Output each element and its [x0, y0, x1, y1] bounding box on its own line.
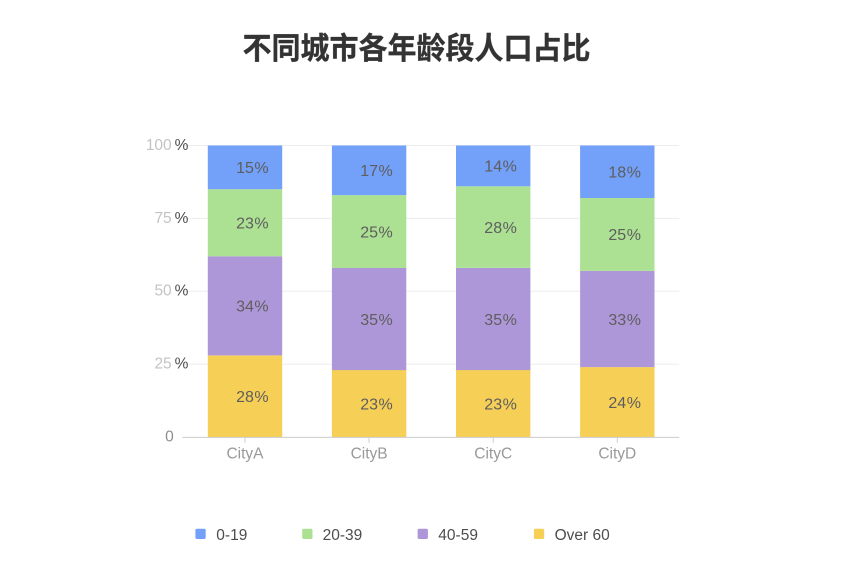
svg-text:15: 15 [236, 160, 254, 177]
svg-text:%: % [379, 163, 393, 180]
svg-text:CityB: CityB [351, 445, 388, 462]
svg-text:34: 34 [236, 299, 254, 316]
svg-text:20-39: 20-39 [323, 527, 363, 544]
svg-text:%: % [175, 356, 189, 373]
svg-text:%: % [627, 165, 641, 182]
svg-text:%: % [503, 159, 517, 176]
svg-text:CityD: CityD [598, 445, 636, 462]
svg-text:Over 60: Over 60 [555, 527, 611, 544]
svg-text:%: % [627, 227, 641, 244]
svg-text:23: 23 [360, 396, 378, 413]
svg-text:%: % [175, 283, 189, 300]
svg-text:%: % [254, 216, 268, 233]
svg-text:0: 0 [165, 428, 174, 445]
svg-text:%: % [254, 389, 268, 406]
svg-text:24: 24 [608, 395, 626, 412]
svg-text:%: % [175, 210, 189, 227]
svg-text:25: 25 [360, 224, 378, 241]
svg-text:17: 17 [360, 163, 378, 180]
svg-text:CityA: CityA [226, 445, 264, 462]
svg-text:%: % [503, 220, 517, 237]
svg-text:%: % [503, 396, 517, 413]
svg-text:18: 18 [608, 165, 626, 182]
svg-text:%: % [254, 160, 268, 177]
svg-text:23: 23 [484, 396, 502, 413]
svg-text:%: % [627, 312, 641, 329]
svg-text:28: 28 [236, 389, 254, 406]
svg-text:25: 25 [608, 227, 626, 244]
svg-text:23: 23 [236, 216, 254, 233]
svg-text:0-19: 0-19 [216, 527, 247, 544]
svg-text:35: 35 [484, 312, 502, 329]
svg-text:33: 33 [608, 312, 626, 329]
svg-text:100: 100 [146, 137, 172, 154]
svg-text:%: % [627, 395, 641, 412]
svg-text:%: % [254, 299, 268, 316]
svg-text:%: % [379, 312, 393, 329]
svg-text:%: % [379, 396, 393, 413]
svg-text:14: 14 [484, 159, 502, 176]
svg-text:%: % [503, 312, 517, 329]
svg-text:%: % [379, 224, 393, 241]
svg-text:28: 28 [484, 220, 502, 237]
svg-text:50: 50 [154, 283, 172, 300]
svg-text:25: 25 [154, 356, 171, 373]
svg-text:CityC: CityC [474, 445, 512, 462]
svg-text:40-59: 40-59 [438, 527, 478, 544]
svg-text:%: % [175, 137, 189, 154]
svg-text:35: 35 [360, 312, 378, 329]
svg-text:75: 75 [154, 210, 171, 227]
